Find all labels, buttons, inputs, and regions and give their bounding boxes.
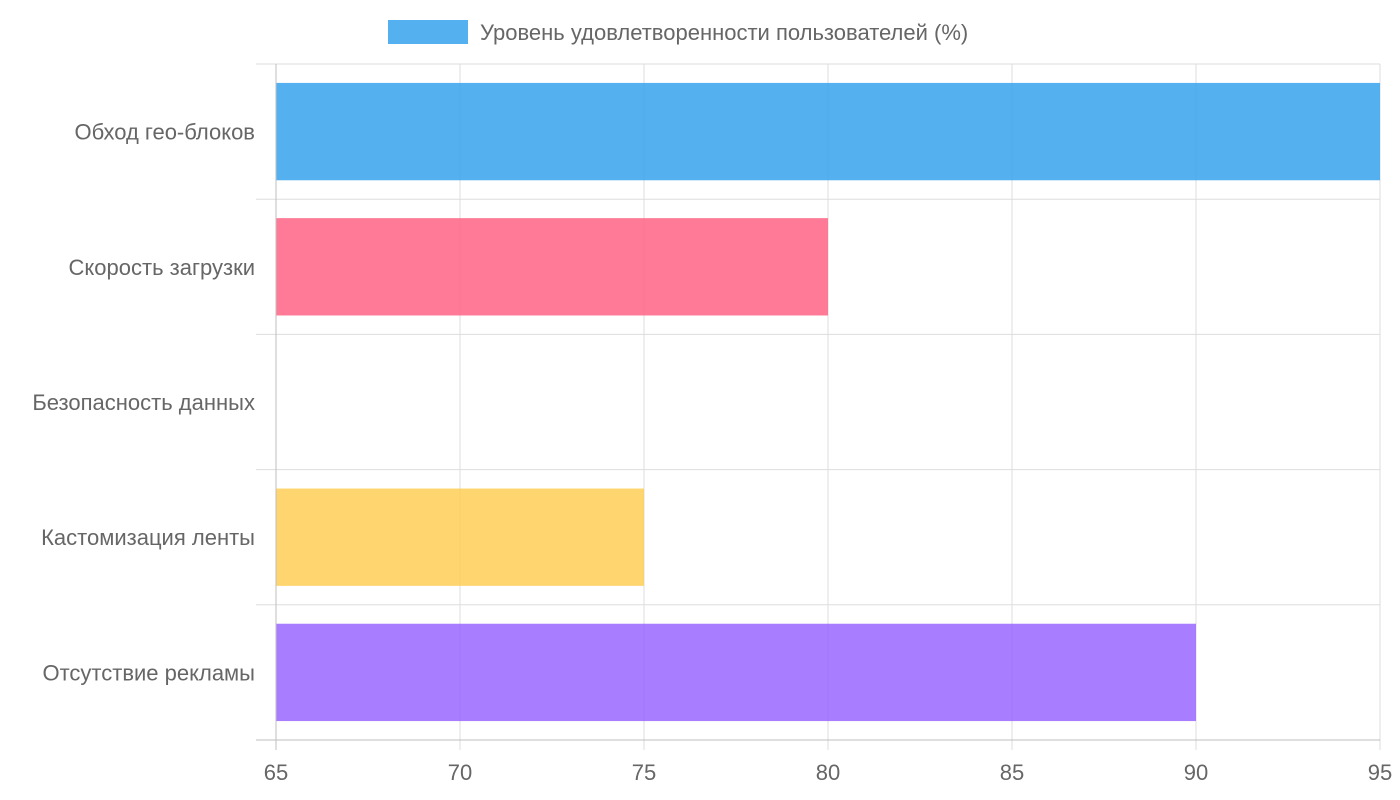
bars	[276, 82, 1380, 722]
legend[interactable]: Уровень удовлетворенности пользователей …	[388, 20, 968, 45]
legend-label: Уровень удовлетворенности пользователей …	[480, 20, 968, 45]
category-labels: Обход гео-блоков Скорость загрузки Безопас…	[32, 120, 255, 686]
category-label: Безопасность данных	[32, 390, 255, 415]
bar[interactable]	[276, 488, 644, 586]
category-label: Обход гео-блоков	[74, 120, 255, 145]
category-label: Скорость загрузки	[69, 255, 255, 280]
x-tick-label: 75	[632, 760, 656, 785]
bar[interactable]	[276, 623, 1196, 722]
x-tick-label: 80	[816, 760, 840, 785]
bar[interactable]	[276, 218, 828, 316]
x-tick-label: 70	[448, 760, 472, 785]
x-tick-label: 95	[1368, 760, 1392, 785]
bar[interactable]	[276, 82, 1380, 181]
category-label: Отсутствие рекламы	[42, 660, 255, 685]
x-tick-label: 85	[1000, 760, 1024, 785]
x-tick-labels: 65 70 75 80 85 90 95	[264, 760, 1392, 785]
legend-swatch	[388, 20, 468, 44]
x-tick-label: 90	[1184, 760, 1208, 785]
category-label: Кастомизация ленты	[41, 525, 255, 550]
x-tick-label: 65	[264, 760, 288, 785]
